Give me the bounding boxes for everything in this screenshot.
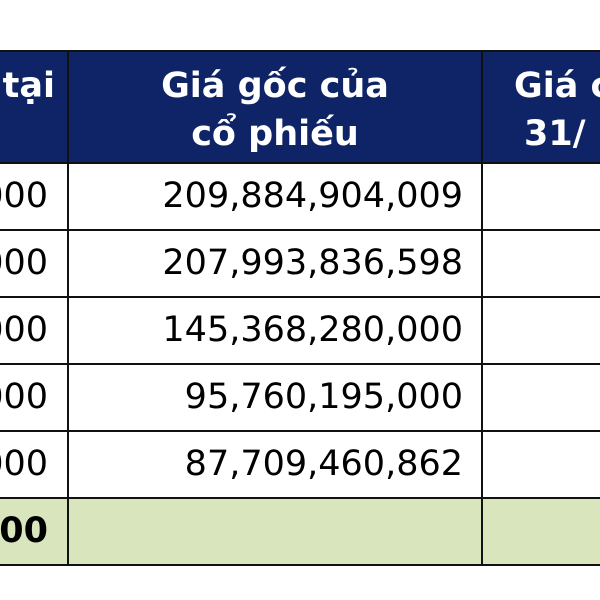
cell-value: 000 — [0, 444, 48, 484]
header-cell-cost-of-shares[interactable]: Giá gốc của cổ phiếu — [68, 50, 482, 164]
header-cell-text: tại — [2, 66, 55, 106]
cell-cost-value[interactable]: 207,993,836,598 — [162, 243, 463, 283]
cell-partial-right[interactable] — [483, 432, 600, 497]
cell-value: 000 — [0, 243, 48, 283]
cell-cost-value[interactable]: 145,368,280,000 — [162, 310, 463, 350]
cell-cost-value[interactable]: 209,884,904,009 — [162, 176, 463, 216]
table-row: 000 209,884,904,009 — [0, 164, 600, 231]
header-cell-partial-left[interactable]: tại — [0, 50, 68, 164]
cell-value: 00 — [0, 511, 48, 551]
cell-value: 000 — [0, 176, 48, 216]
cell-total-partial-left[interactable]: 00 — [0, 499, 48, 564]
cell-partial-right[interactable] — [483, 298, 600, 363]
table-row: 000 95,760,195,000 — [0, 365, 600, 432]
cell-partial-left[interactable]: 000 — [0, 298, 48, 363]
cell-total-partial-right[interactable] — [483, 499, 600, 564]
table-row: 000 87,709,460,862 — [0, 432, 600, 499]
header-cell-partial-right[interactable]: Giá c 31/ — [482, 50, 600, 164]
cell-partial-left[interactable]: 000 — [0, 432, 48, 497]
table-row: 000 145,368,280,000 — [0, 298, 600, 365]
cell-partial-left[interactable]: 000 — [0, 231, 48, 296]
cell-value: 000 — [0, 310, 48, 350]
cell-cost-value[interactable]: 87,709,460,862 — [184, 444, 463, 484]
table-row: 000 207,993,836,598 — [0, 231, 600, 298]
cell-partial-right[interactable] — [483, 231, 600, 296]
cell-value: 000 — [0, 377, 48, 417]
header-cell-text-line2: 31/ — [524, 114, 586, 154]
column-divider — [67, 50, 69, 566]
table-total-row: 00 — [0, 499, 600, 566]
header-cell-text-line1: Giá gốc của — [161, 66, 389, 106]
header-cell-text-line2: cổ phiếu — [191, 114, 359, 154]
cell-partial-right[interactable] — [483, 365, 600, 430]
header-cell-text-line1: Giá c — [514, 66, 600, 106]
cell-total-cost[interactable] — [69, 499, 463, 564]
table-header-row — [0, 50, 600, 164]
cell-partial-left[interactable]: 000 — [0, 365, 48, 430]
cell-cost-value[interactable]: 95,760,195,000 — [184, 377, 463, 417]
cell-partial-right[interactable] — [483, 164, 600, 229]
column-divider — [481, 50, 483, 566]
cell-partial-left[interactable]: 000 — [0, 164, 48, 229]
